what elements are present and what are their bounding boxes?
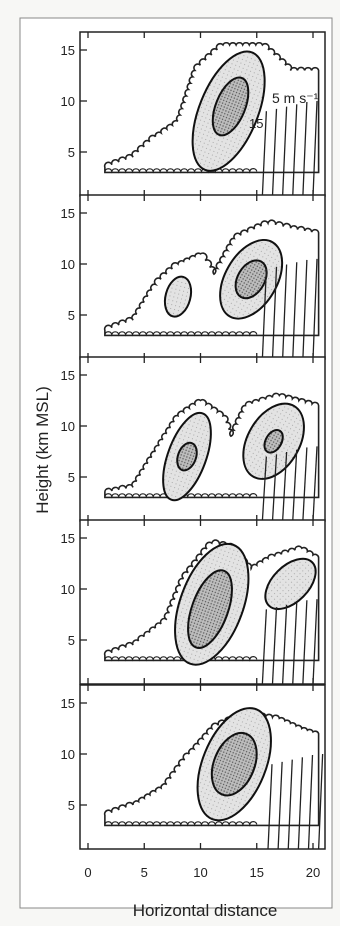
y-tick-label: 5	[68, 798, 75, 813]
updraft-core	[187, 569, 233, 649]
rain-hatch	[302, 447, 308, 522]
updraft-contour	[163, 275, 193, 318]
updraft-core	[263, 428, 284, 454]
rain-hatch	[292, 262, 298, 360]
y-tick-label: 10	[61, 94, 75, 109]
y-tick-label: 10	[61, 257, 75, 272]
rain-hatch	[297, 757, 304, 850]
cloud-base	[104, 656, 258, 662]
rain-hatch	[271, 108, 278, 197]
y-tick-label: 10	[61, 747, 75, 762]
rain-hatch	[292, 449, 298, 522]
rain-hatch	[287, 759, 293, 850]
y-tick-label: 5	[68, 470, 75, 485]
rain-hatch	[261, 609, 268, 685]
y-axis-label: Height (km MSL)	[33, 386, 52, 514]
rain-hatch	[281, 604, 288, 685]
x-tick-label: 0	[84, 865, 91, 880]
rain-hatch	[292, 104, 298, 197]
y-tick-label: 15	[61, 696, 75, 711]
rain-hatch	[307, 754, 314, 850]
rain-hatch	[312, 258, 318, 360]
rain-hatch	[261, 111, 268, 197]
rain-hatch	[281, 451, 288, 522]
rain-hatch	[312, 599, 318, 685]
rain-hatch	[317, 753, 324, 850]
updraft-contour	[264, 557, 317, 611]
y-tick-label: 10	[61, 419, 75, 434]
updraft-core	[211, 76, 250, 137]
contour-label: 15	[249, 116, 263, 131]
x-tick-label: 15	[250, 865, 264, 880]
y-tick-label: 15	[61, 206, 75, 221]
rain-hatch	[267, 764, 273, 850]
rain-hatch	[302, 600, 308, 685]
updraft-core	[210, 732, 258, 797]
contour-label: 5 m s⁻¹	[272, 90, 319, 106]
y-tick-label: 5	[68, 633, 75, 648]
x-axis-label: Horizontal distance	[133, 901, 278, 920]
x-tick-label: 5	[141, 865, 148, 880]
y-tick-label: 5	[68, 145, 75, 160]
y-tick-label: 10	[61, 582, 75, 597]
cloud-base	[104, 821, 258, 827]
y-tick-label: 15	[61, 368, 75, 383]
rain-hatch	[261, 269, 268, 360]
rain-hatch	[281, 264, 288, 360]
rain-hatch	[302, 101, 308, 197]
updraft-core	[234, 259, 268, 300]
rain-hatch	[302, 259, 308, 360]
rain-hatch	[312, 100, 318, 197]
cloud-base	[104, 168, 258, 174]
y-tick-label: 5	[68, 308, 75, 323]
y-tick-label: 15	[61, 531, 75, 546]
rain-hatch	[271, 607, 278, 685]
rain-hatch	[292, 602, 298, 685]
rain-hatch	[271, 454, 278, 522]
y-tick-label: 15	[61, 43, 75, 58]
x-tick-label: 20	[306, 865, 320, 880]
rain-hatch	[281, 106, 288, 197]
cloud-base	[104, 331, 258, 337]
x-tick-label: 10	[193, 865, 207, 880]
rain-hatch	[261, 456, 268, 522]
updraft-core	[176, 441, 198, 472]
rain-hatch	[312, 446, 318, 522]
rain-hatch	[271, 266, 278, 360]
rain-hatch	[277, 761, 283, 850]
